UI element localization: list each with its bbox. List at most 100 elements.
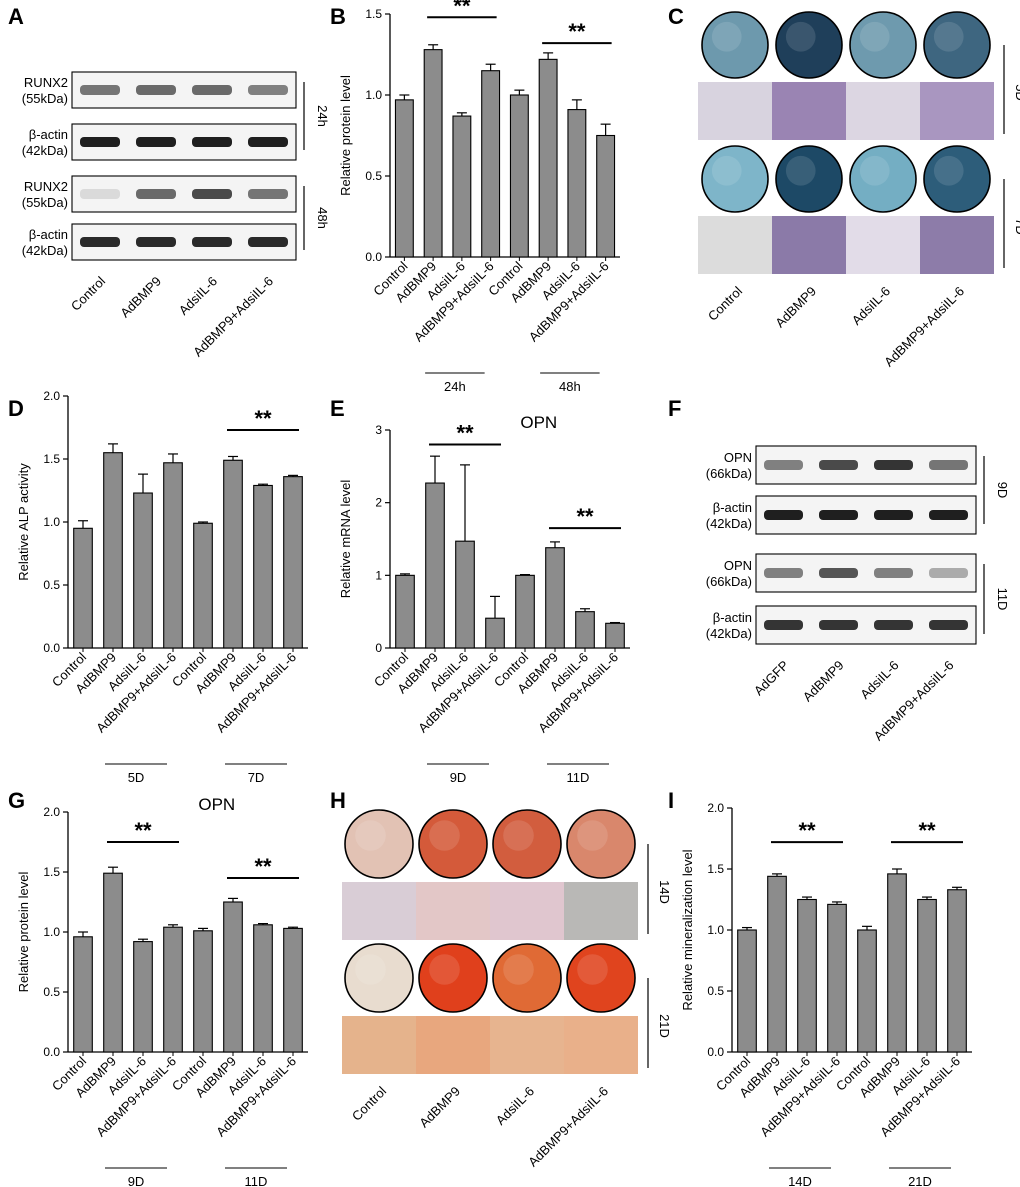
culture-dish	[344, 943, 414, 1013]
bar	[567, 109, 587, 258]
panel-letter-d: D	[8, 396, 24, 421]
blot-band	[136, 189, 176, 199]
bar	[283, 476, 303, 649]
blot-band	[248, 237, 288, 247]
time-label: 9D	[995, 482, 1010, 499]
y-tick-label: 1.5	[43, 865, 60, 879]
micrograph-tile	[342, 882, 416, 940]
lane-label: Control	[705, 283, 745, 323]
blot-band	[80, 189, 120, 199]
culture-dish	[418, 943, 488, 1013]
significance-label: **	[798, 818, 816, 843]
bar	[283, 927, 303, 1053]
blot-band	[819, 620, 858, 630]
blot-row-label: β-actin	[713, 500, 752, 515]
blot-band	[929, 620, 968, 630]
blot-band	[874, 510, 913, 520]
y-tick-label: 1.0	[43, 925, 60, 939]
blot-row-label: (42kDa)	[706, 516, 752, 531]
bar	[596, 134, 616, 258]
bar	[103, 452, 123, 649]
lane-label: AdBMP9+AdsiIL-6	[525, 1084, 611, 1170]
blot-band	[764, 510, 803, 520]
culture-dish	[344, 809, 414, 879]
time-label: 5D	[1013, 84, 1020, 101]
lane-label: AdGFP	[751, 658, 792, 699]
y-axis-title: Relative mRNA level	[338, 480, 353, 599]
dish-highlight	[503, 954, 534, 985]
dish-highlight	[933, 155, 964, 186]
bar	[575, 611, 595, 649]
y-tick-label: 1.0	[707, 923, 724, 937]
micrograph-tile	[698, 82, 772, 140]
blot-row-label: (66kDa)	[706, 574, 752, 589]
blot-band	[929, 568, 968, 578]
bar	[605, 622, 625, 649]
bar	[253, 924, 273, 1053]
blot-band	[136, 237, 176, 247]
micrograph-tile	[490, 1016, 564, 1074]
micrograph-tile	[698, 216, 772, 274]
blot-band	[819, 510, 858, 520]
y-tick-label: 0.0	[43, 1045, 60, 1059]
y-tick-label: 0.5	[365, 169, 382, 183]
y-tick-label: 0.0	[43, 641, 60, 655]
blot-row-label: (55kDa)	[22, 195, 68, 210]
bar	[394, 99, 414, 258]
blot-band	[929, 510, 968, 520]
group-label: 5D	[128, 770, 145, 785]
culture-dish	[492, 943, 562, 1013]
blot-band	[764, 620, 803, 630]
bar	[857, 929, 877, 1053]
dish-highlight	[711, 21, 742, 52]
bar	[253, 484, 273, 649]
micrograph-tile	[564, 1016, 638, 1074]
blot-band	[80, 237, 120, 247]
culture-dish	[923, 11, 991, 79]
dish-highlight	[785, 21, 816, 52]
culture-dish	[566, 809, 636, 879]
micrograph-tile	[342, 1016, 416, 1074]
y-axis-title: Relative ALP activity	[16, 463, 31, 581]
blot-band	[80, 137, 120, 147]
blot-row-label: (66kDa)	[706, 466, 752, 481]
dish-highlight	[355, 820, 386, 851]
culture-dish	[849, 11, 917, 79]
lane-label: AdsiIL-6	[493, 1084, 537, 1128]
blot-row-label: (42kDa)	[22, 143, 68, 158]
bar	[163, 926, 183, 1053]
lane-label: AdBMP9+AdsiIL-6	[881, 284, 967, 370]
culture-dish	[418, 809, 488, 879]
panel-i-chart: 0.0 0.5 1.0 1.5 2.0 Relative mineralization l…	[680, 801, 972, 1187]
blot-band	[819, 460, 858, 470]
blot-row-label: OPN	[724, 558, 752, 573]
bar	[485, 617, 505, 649]
blot-band	[874, 620, 913, 630]
micrograph-tile	[564, 882, 638, 940]
y-tick-label: 0.5	[707, 984, 724, 998]
bar	[509, 94, 529, 258]
dish-highlight	[859, 155, 890, 186]
bar	[163, 462, 183, 649]
significance-label: **	[134, 818, 152, 843]
time-label: 48h	[315, 207, 330, 229]
blot-band	[136, 85, 176, 95]
blot-band	[248, 85, 288, 95]
blot-band	[764, 568, 803, 578]
bar	[193, 522, 213, 649]
y-tick-label: 1	[375, 568, 382, 582]
bar	[73, 527, 93, 649]
group-label: 9D	[128, 1174, 145, 1187]
blot-row-label: OPN	[724, 450, 752, 465]
dish-highlight	[933, 21, 964, 52]
lane-label: AdsiIL-6	[857, 658, 901, 702]
y-tick-label: 0	[375, 641, 382, 655]
blot-row-label: RUNX2	[24, 75, 68, 90]
panel-letter-f: F	[668, 396, 681, 421]
group-label: 48h	[559, 379, 581, 394]
blot-band	[248, 189, 288, 199]
group-label: 9D	[450, 770, 467, 785]
bar	[395, 574, 415, 649]
